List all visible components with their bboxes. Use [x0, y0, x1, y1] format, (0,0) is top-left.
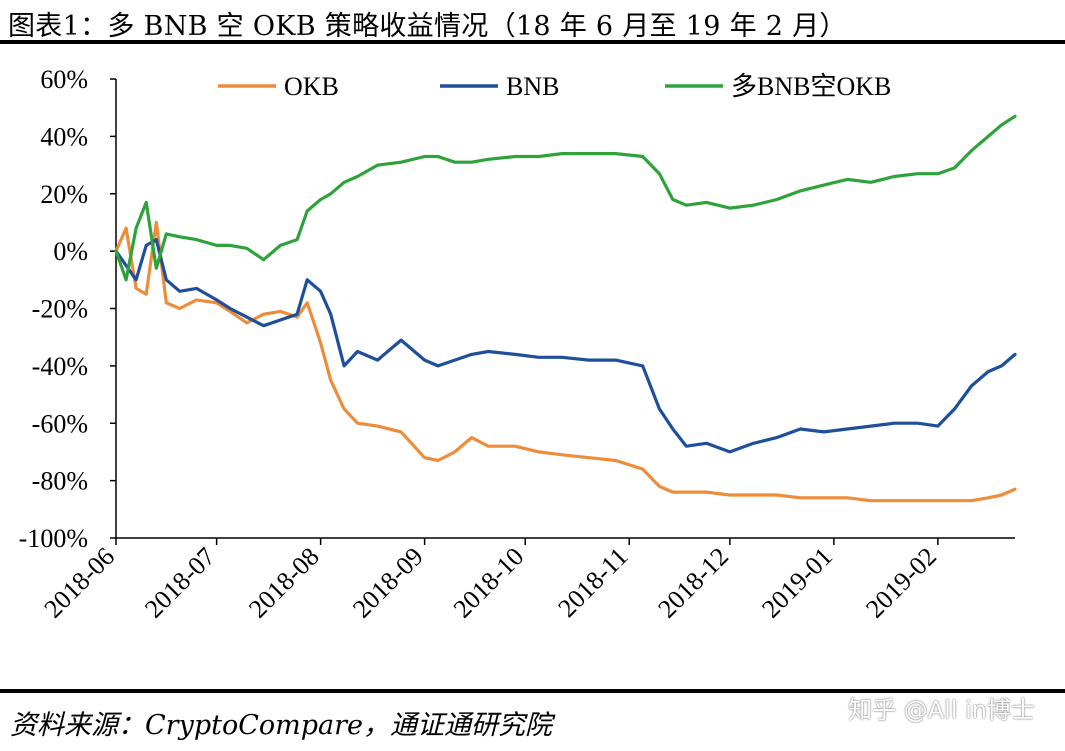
legend-label: BNB — [506, 72, 559, 101]
series-group — [114, 114, 1017, 503]
y-tick-label: 0% — [53, 237, 88, 266]
y-tick-label: -80% — [32, 467, 88, 496]
chart-title: 图表1：多 BNB 空 OKB 策略收益情况（18 年 6 月至 19 年 2 … — [8, 11, 847, 42]
series-line-bnb — [114, 238, 1017, 454]
x-tick-label: 2019-02 — [860, 542, 942, 624]
x-tick-label: 2019-01 — [756, 542, 838, 624]
x-tick-label: 2018-11 — [552, 542, 633, 623]
y-tick-label: -60% — [32, 409, 88, 438]
x-tick-label: 2018-08 — [243, 542, 325, 624]
y-tick-label: 60% — [40, 65, 88, 94]
chart-area: 60%40%20%0%-20%-40%-60%-80%-100%2018-06 2… — [19, 65, 1017, 624]
y-tick-label: 20% — [40, 180, 88, 209]
x-tick-label: 2018-06 — [38, 542, 120, 624]
y-tick-label: -100% — [19, 524, 88, 553]
legend-label: 多BNB空OKB — [731, 72, 891, 101]
watermark-text: 知乎 @All in博士 — [848, 696, 1035, 724]
y-tick-label: -40% — [32, 352, 88, 381]
series-line-long-bnb-short-okb — [114, 114, 1017, 282]
x-tick-label: 2018-09 — [347, 542, 429, 624]
y-tick-label: -20% — [32, 295, 88, 324]
legend: OKB BNB 多BNB空OKB — [218, 72, 891, 101]
series-line-okb — [114, 220, 1017, 503]
y-tick-label: 40% — [40, 122, 88, 151]
axes: 60%40%20%0%-20%-40%-60%-80%-100%2018-06 2… — [19, 65, 1015, 624]
x-tick-label: 2018-12 — [652, 542, 734, 624]
x-tick-label: 2018-07 — [139, 542, 221, 624]
bottom-rule — [0, 689, 1065, 693]
legend-label: OKB — [284, 72, 339, 101]
x-tick-label: 2018-10 — [448, 542, 530, 624]
source-note: 资料来源：CryptoCompare，通证通研究院 — [10, 710, 552, 741]
top-rule — [0, 40, 1065, 44]
